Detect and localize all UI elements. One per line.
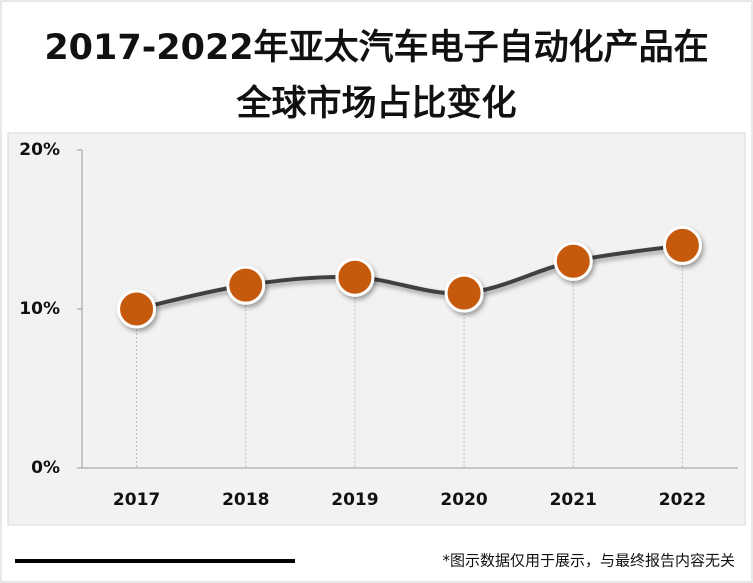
y-tick-label: 10% (19, 299, 60, 319)
point (444, 273, 484, 313)
x-tick-label: 2020 (440, 490, 487, 510)
point (117, 289, 157, 329)
y-tick-label: 20% (19, 140, 60, 160)
point (226, 265, 266, 305)
point (553, 241, 593, 281)
x-tick-label: 2019 (331, 490, 378, 510)
footnote: *图示数据仅用于展示，与最终报告内容无关 (442, 552, 735, 570)
x-tick-label: 2022 (659, 490, 706, 510)
point (662, 225, 702, 265)
plot-background (7, 132, 746, 526)
x-tick-label: 2021 (550, 490, 597, 510)
x-tick-label: 2018 (222, 490, 269, 510)
chart-title: 2017-2022年亚太汽车电子自动化产品在全球市场占比变化 (44, 28, 709, 124)
y-tick-label: 0% (31, 458, 60, 478)
point (335, 257, 375, 297)
x-tick-label: 2017 (113, 490, 160, 510)
